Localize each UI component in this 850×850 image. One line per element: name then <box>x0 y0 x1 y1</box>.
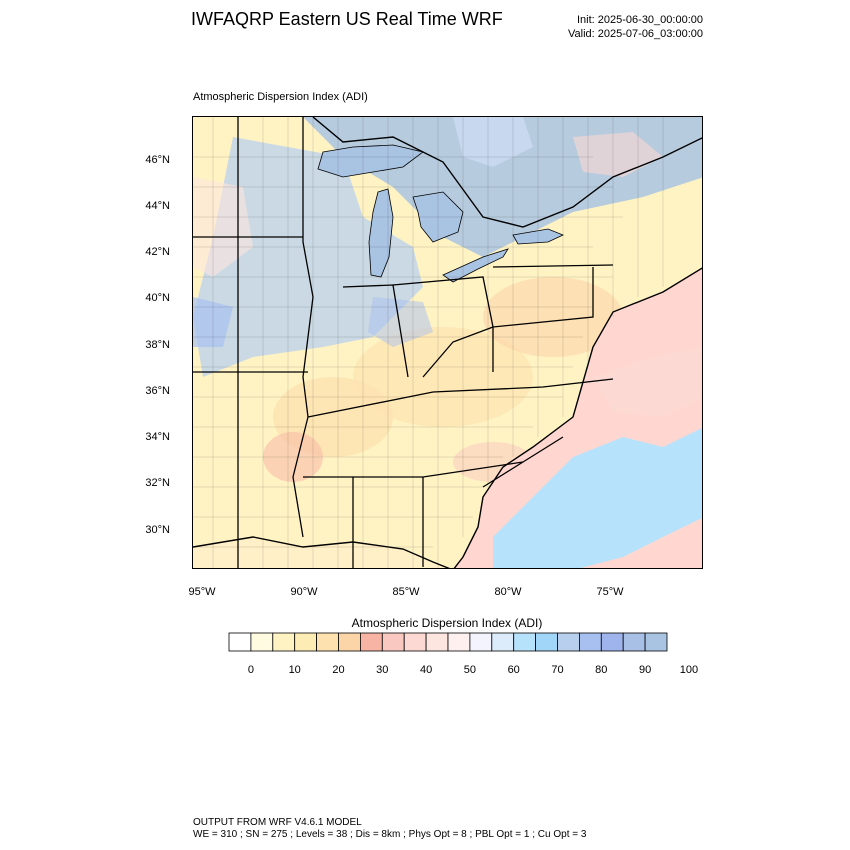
colorbar-swatch <box>447 632 471 652</box>
warm-patch <box>353 327 533 427</box>
footer-line-1: OUTPUT FROM WRF V4.6.1 MODEL <box>193 817 362 828</box>
colorbar-swatch <box>469 632 493 652</box>
lat-label: 36°N <box>145 385 170 397</box>
colorbar-tick-label: 50 <box>463 664 477 676</box>
colorbar-tick-label: 60 <box>507 664 520 676</box>
colorbar-swatch <box>644 632 668 652</box>
lat-label: 32°N <box>145 477 170 489</box>
colorbar-swatch <box>316 632 339 652</box>
warm-patch <box>263 432 323 482</box>
state-borders <box>193 117 614 568</box>
map-canvas <box>193 117 702 568</box>
lake-ontario <box>512 228 565 245</box>
lake-erie <box>442 248 509 283</box>
field-subtitle: Atmospheric Dispersion Index (ADI) <box>193 91 368 103</box>
model-footer: OUTPUT FROM WRF V4.6.1 MODEL WE = 310 ; … <box>193 817 586 841</box>
colorbar-tick-label: 0 <box>247 664 254 676</box>
lon-label: 90°W <box>290 586 318 598</box>
cool-region <box>193 137 423 377</box>
colorbar <box>228 632 668 652</box>
gulf-of-mexico <box>193 537 448 568</box>
colorbar-swatch <box>381 632 405 652</box>
cool-patch <box>453 117 533 167</box>
colorbar-swatch <box>491 632 515 652</box>
ocean-cool-band <box>493 427 702 568</box>
lon-label: 85°W <box>392 586 420 598</box>
lat-label: 34°N <box>145 431 170 443</box>
colorbar-tick-label: 100 <box>679 664 699 676</box>
lat-label: 42°N <box>145 246 170 258</box>
lake-superior <box>317 144 424 178</box>
colorbar-tick-label: 70 <box>551 664 564 676</box>
colorbar-swatch <box>294 632 317 652</box>
colorbar-tick-label: 80 <box>595 664 608 676</box>
colorbar-swatch <box>578 632 602 652</box>
colorbar-swatch <box>228 632 252 652</box>
colorbar-swatch <box>272 632 296 652</box>
colorbar-tick-label: 40 <box>419 664 433 676</box>
valid-time: Valid: 2025-07-06_03:00:00 <box>568 28 703 40</box>
lat-label: 30°N <box>145 524 170 536</box>
plot-title: IWFAQRP Eastern US Real Time WRF <box>191 9 503 29</box>
lat-label: 38°N <box>145 339 170 351</box>
colorbar-swatch <box>250 632 274 652</box>
colorbar-swatch <box>425 632 449 652</box>
footer-line-2: WE = 310 ; SN = 275 ; Levels = 38 ; Dis … <box>193 829 587 840</box>
colorbar-swatch <box>359 632 383 652</box>
colorbar-swatch <box>600 632 624 652</box>
colorbar-title: Atmospheric Dispersion Index (ADI) <box>351 616 543 630</box>
lon-label: 95°W <box>188 586 216 598</box>
colorbar-swatch <box>535 632 558 652</box>
cool-patch <box>368 297 433 347</box>
ocean-warm-band <box>593 347 702 417</box>
colorbar-tick-label: 20 <box>332 664 345 676</box>
lon-label: 75°W <box>596 586 624 598</box>
cool-patch <box>193 297 233 347</box>
warm-patch <box>483 277 623 357</box>
lake-huron <box>412 191 464 243</box>
lat-label: 46°N <box>145 154 170 166</box>
lon-label: 80°W <box>494 586 522 598</box>
map-panel <box>192 116 703 569</box>
colorbar-swatch <box>557 632 580 652</box>
init-time: Init: 2025-06-30_00:00:00 <box>577 14 703 26</box>
colorbar-swatch <box>338 632 361 652</box>
lat-label: 44°N <box>145 200 170 212</box>
colorbar-tick-label: 10 <box>288 664 301 676</box>
colorbar-swatch <box>403 632 427 652</box>
lake-michigan <box>368 188 394 278</box>
colorbar-swatch <box>513 632 537 652</box>
borders <box>193 117 702 568</box>
colorbar-swatch <box>622 632 646 652</box>
time-info: Init: 2025-06-30_00:00:00 Valid: 2025-07… <box>568 13 703 41</box>
colorbar-tick-label: 30 <box>376 664 389 676</box>
county-grid <box>193 117 664 568</box>
colorbar-tick-label: 90 <box>638 664 652 676</box>
lat-label: 40°N <box>145 292 170 304</box>
